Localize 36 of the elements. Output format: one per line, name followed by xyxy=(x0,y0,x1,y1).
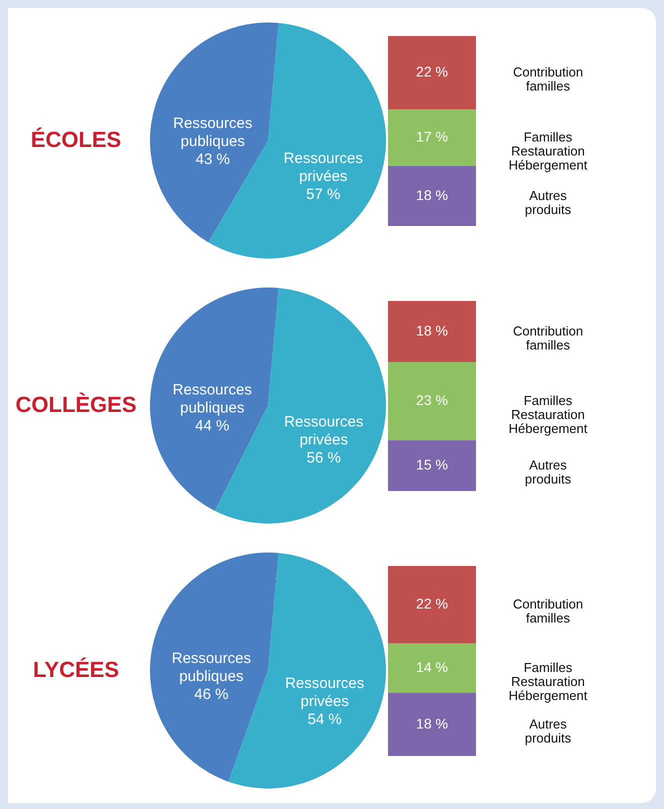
data-label: 14 % xyxy=(416,658,448,675)
pie-slice xyxy=(150,288,279,511)
data-label: 54 % xyxy=(308,710,342,728)
data-label: 56 % xyxy=(306,449,341,466)
pie-slice xyxy=(150,22,279,242)
text: Autres produits xyxy=(524,716,572,745)
data-label: 18 % xyxy=(416,322,448,338)
slice-label: Ressources privées xyxy=(284,150,363,186)
text: Familles Restauration Hébergement xyxy=(508,129,588,172)
data-label: 43 % xyxy=(196,150,230,168)
pie-slice xyxy=(150,552,279,782)
text: Autres produits xyxy=(524,457,572,486)
data-label: 22 % xyxy=(416,595,448,612)
data-label: 15 % xyxy=(416,456,448,472)
text: Contribution familles xyxy=(512,596,584,626)
data-label: 18 % xyxy=(416,714,448,731)
text: Familles Restauration Hébergement xyxy=(508,660,588,703)
slice-label: Ressources publiques xyxy=(172,650,251,686)
text: Contribution familles xyxy=(512,64,584,94)
slice-label: Ressources publiques xyxy=(172,382,252,417)
slice-label: Ressources privées xyxy=(284,413,364,448)
data-label: 46 % xyxy=(194,686,228,704)
data-label: 57 % xyxy=(306,186,340,204)
slice-label: Ressources publiques xyxy=(173,114,252,150)
data-label: 17 % xyxy=(416,128,448,144)
text: Contribution familles xyxy=(512,323,584,352)
data-label: 18 % xyxy=(416,186,448,202)
text: LYCÉES xyxy=(32,657,120,682)
text: Autres produits xyxy=(524,188,572,216)
text: ÉCOLES xyxy=(30,127,122,152)
data-label: 23 % xyxy=(416,392,448,408)
text: Familles Restauration Hébergement xyxy=(508,392,588,436)
text: COLLÈGES xyxy=(15,392,137,417)
slice-label: Ressources privées xyxy=(285,674,364,710)
data-label: 22 % xyxy=(416,63,448,80)
data-label: 44 % xyxy=(195,418,230,435)
